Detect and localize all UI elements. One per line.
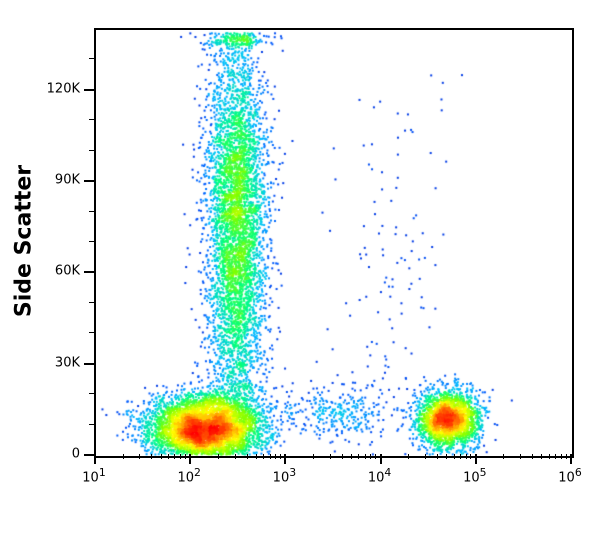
tick <box>139 454 140 459</box>
tick <box>561 454 562 459</box>
y-axis-label: Side Scatter <box>12 165 37 317</box>
tick <box>425 454 426 459</box>
tick <box>375 454 376 459</box>
tick <box>541 454 542 459</box>
tick <box>84 454 94 456</box>
tick <box>174 454 175 459</box>
tick <box>189 454 191 464</box>
tick <box>549 454 550 459</box>
tick <box>342 454 343 459</box>
tick <box>235 454 236 459</box>
tick <box>270 454 271 459</box>
tick <box>358 454 359 459</box>
tick <box>89 424 94 425</box>
plot-area <box>94 28 574 458</box>
tick <box>503 454 504 459</box>
tick <box>123 454 124 459</box>
tick <box>161 454 162 459</box>
tick <box>446 454 447 459</box>
tick <box>408 454 409 459</box>
tick <box>460 454 461 459</box>
tick <box>330 454 331 459</box>
x-tick-label: 102 <box>177 466 200 485</box>
tick <box>532 454 533 459</box>
tick <box>475 454 477 464</box>
tick <box>84 363 94 365</box>
tick <box>185 454 186 459</box>
tick <box>89 302 94 303</box>
tick <box>280 454 281 459</box>
x-tick-label: 101 <box>82 466 105 485</box>
x-tick-label: 105 <box>463 466 486 485</box>
tick <box>84 180 94 182</box>
tick <box>89 119 94 120</box>
tick <box>89 150 94 151</box>
tick <box>89 241 94 242</box>
tick <box>284 454 286 464</box>
chart-container: Side Scatter 101 102 103 104 105 106 0 30K 60K 90… <box>0 0 600 538</box>
tick <box>370 454 371 459</box>
tick <box>84 271 94 273</box>
y-tick-label: 60K <box>40 264 80 279</box>
tick <box>151 454 152 459</box>
tick <box>365 454 366 459</box>
tick <box>437 454 438 459</box>
tick <box>180 454 181 459</box>
tick <box>470 454 471 459</box>
tick <box>89 211 94 212</box>
x-tick-label: 103 <box>273 466 296 485</box>
y-tick-label: 90K <box>40 173 80 188</box>
tick <box>454 454 455 459</box>
tick <box>555 454 556 459</box>
tick <box>168 454 169 459</box>
tick <box>313 454 314 459</box>
tick <box>566 454 567 459</box>
tick <box>351 454 352 459</box>
tick <box>263 454 264 459</box>
y-tick-label: 30K <box>40 355 80 370</box>
tick <box>256 454 257 459</box>
tick <box>380 454 382 464</box>
tick <box>89 58 94 59</box>
y-tick-label: 120K <box>40 81 80 96</box>
y-tick-label: 0 <box>40 447 80 462</box>
tick <box>570 454 572 464</box>
x-tick-label: 106 <box>558 466 581 485</box>
tick <box>94 454 96 464</box>
tick <box>218 454 219 459</box>
tick <box>466 454 467 459</box>
tick <box>247 454 248 459</box>
tick <box>275 454 276 459</box>
scatter-canvas <box>96 30 572 456</box>
tick <box>89 332 94 333</box>
x-tick-label: 104 <box>368 466 391 485</box>
tick <box>84 89 94 91</box>
tick <box>89 393 94 394</box>
tick <box>520 454 521 459</box>
